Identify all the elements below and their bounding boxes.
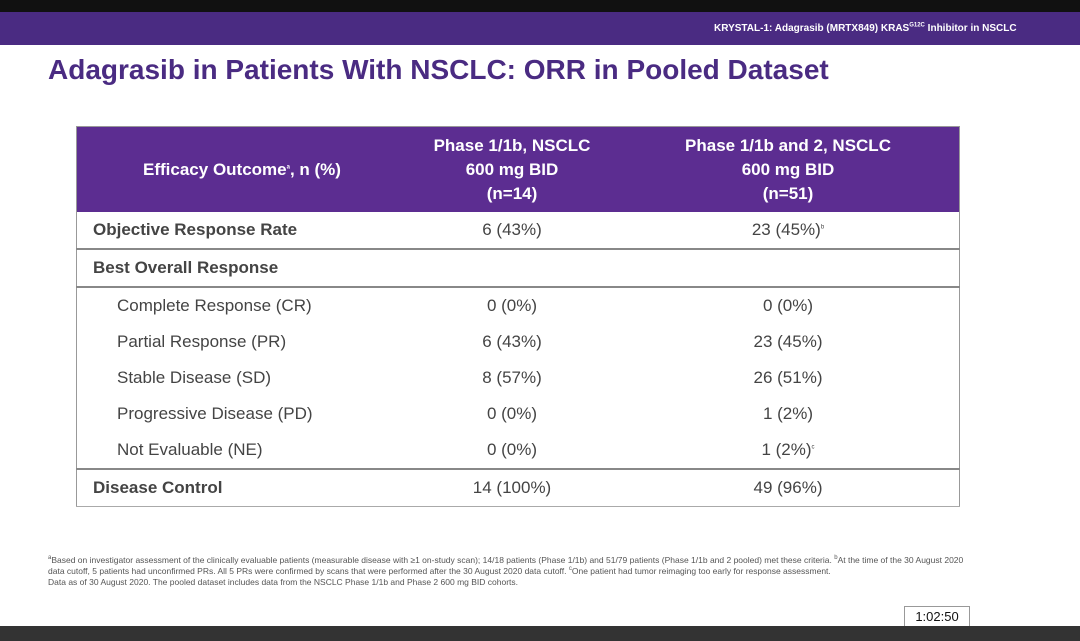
cell-value: 6 (43%): [482, 220, 542, 239]
table-row: Objective Response Rate 6 (43%) 23 (45%)b: [76, 212, 960, 250]
value-cell: 0 (0%): [407, 287, 617, 324]
header-after: Inhibitor in NSCLC: [924, 23, 1017, 34]
cell-value: 49 (96%): [753, 478, 823, 497]
value-cell: 6 (43%): [407, 212, 617, 250]
header-line: Phase 1/1b, NSCLC: [433, 135, 591, 155]
value-cell: 6 (43%): [407, 324, 617, 360]
cell-value: 6 (43%): [482, 332, 542, 351]
header-line: (n=51): [762, 183, 814, 203]
table-row: Stable Disease (SD) 8 (57%) 26 (51%): [77, 360, 960, 396]
row-label: Progressive Disease (PD): [117, 404, 313, 423]
row-label: Objective Response Rate: [76, 212, 407, 250]
footnote-text: Based on investigator assessment of the …: [51, 555, 835, 565]
value-cell: [407, 249, 617, 288]
header-main: KRYSTAL-1: Adagrasib (MRTX849) KRAS: [714, 23, 910, 34]
cell-value: 23 (45%): [753, 332, 823, 351]
value-cell: 0 (0%): [407, 396, 617, 432]
cell-value: 23 (45%): [751, 220, 821, 239]
header-row: Efficacy Outcomea, n (%) Phase 1/1b, NSC…: [76, 126, 960, 212]
footnote-text: At the time of the 30 August 2020 data c…: [48, 555, 964, 576]
value-cell: 1 (2%)c: [617, 432, 960, 470]
table-row: Partial Response (PR) 6 (43%) 23 (45%): [77, 324, 960, 360]
header-line: 600 mg BID: [741, 159, 835, 179]
cell-value: 0 (0%): [762, 296, 814, 315]
value-cell: 26 (51%): [617, 360, 960, 396]
table-row: Complete Response (CR) 0 (0%) 0 (0%): [77, 287, 960, 324]
value-cell: 23 (45%)b: [617, 212, 960, 250]
value-cell: 23 (45%): [617, 324, 960, 360]
header-sup: a: [286, 163, 290, 170]
row-label: Disease Control: [76, 469, 407, 507]
value-cell: 8 (57%): [407, 360, 617, 396]
value-cell: 49 (96%): [617, 469, 960, 507]
footnote-text: One patient had tumor reimaging too earl…: [571, 566, 831, 576]
player-controls: [0, 626, 1080, 641]
row-label: Not Evaluable (NE): [76, 432, 407, 470]
table-row: Best Overall Response: [76, 249, 960, 288]
cell-value: 0 (0%): [486, 404, 538, 423]
footnote-mark: a: [48, 555, 52, 562]
slide-title: Adagrasib in Patients With NSCLC: ORR in…: [48, 54, 829, 85]
header-line: (n=14): [486, 183, 538, 203]
footnote-mark: b: [834, 555, 838, 562]
row-label: Best Overall Response: [76, 249, 407, 288]
header-line: Phase 1/1b and 2, NSCLC: [685, 135, 891, 155]
value-cell: [617, 249, 960, 288]
cell-value: 0 (0%): [486, 440, 538, 459]
footnotes: aBased on investigator assessment of the…: [48, 555, 978, 588]
value-cell: 0 (0%): [617, 287, 960, 324]
footnote-mark: c: [568, 566, 572, 573]
table-row: Disease Control 14 (100%) 49 (96%): [76, 469, 960, 507]
cell-value: 0 (0%): [486, 296, 538, 315]
cell-sup: b: [820, 224, 825, 231]
value-cell: 0 (0%): [407, 432, 617, 470]
header-cell: Phase 1/1b and 2, NSCLC 600 mg BID (n=51): [617, 126, 960, 212]
cell-value: 1 (2%): [761, 440, 812, 459]
row-label: Complete Response (CR): [117, 296, 312, 315]
row-label: Stable Disease (SD): [117, 368, 272, 387]
value-cell: 14 (100%): [407, 469, 617, 507]
results-table: Efficacy Outcomea, n (%) Phase 1/1b, NSC…: [76, 126, 960, 507]
header-text: KRYSTAL-1: Adagrasib (MRTX849) KRASG12C …: [714, 23, 1017, 34]
value-cell: 1 (2%): [617, 396, 960, 432]
cell-sup: c: [811, 444, 815, 451]
row-label: Partial Response (PR): [117, 332, 287, 351]
cell-value: 1 (2%): [762, 404, 814, 423]
header-cell: Phase 1/1b, NSCLC 600 mg BID (n=14): [407, 126, 617, 212]
header-sup: G12C: [909, 22, 925, 29]
cell-value: 26 (51%): [753, 368, 823, 387]
header-line: 600 mg BID: [465, 159, 559, 179]
table-row: Progressive Disease (PD) 0 (0%) 1 (2%): [77, 396, 960, 432]
header-label: , n (%): [289, 159, 341, 179]
cell-value: 14 (100%): [472, 478, 552, 497]
header-bar: KRYSTAL-1: Adagrasib (MRTX849) KRASG12C …: [0, 12, 1080, 45]
top-strip: [0, 0, 1080, 12]
data-note: Data as of 30 August 2020. The pooled da…: [48, 577, 519, 587]
table-row: Not Evaluable (NE) 0 (0%) 1 (2%)c: [76, 432, 960, 470]
cell-value: 8 (57%): [482, 368, 542, 387]
header-label: Efficacy Outcome: [143, 159, 287, 179]
header-cell: Efficacy Outcomea, n (%): [76, 126, 407, 212]
timestamp: 1:02:50: [904, 606, 970, 628]
